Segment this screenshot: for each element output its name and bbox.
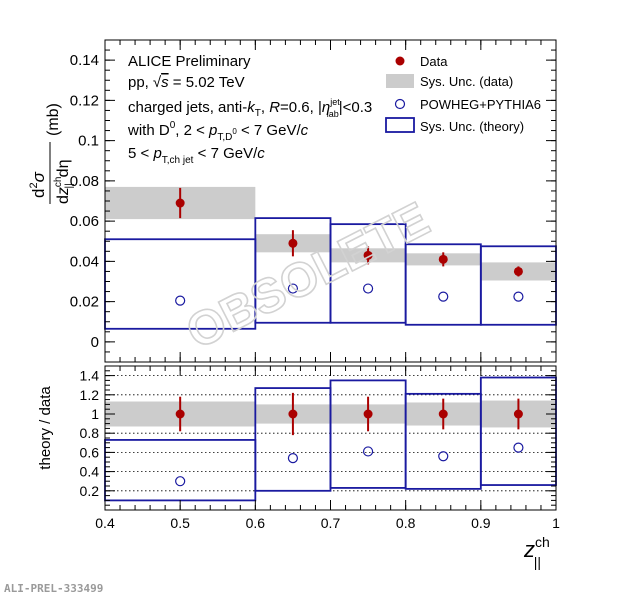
ratio-data-point-1 [288,409,298,419]
legend-sys-theory-label: Sys. Unc. (theory) [420,119,524,134]
ratio-y-tick-label-1: 0.4 [80,464,100,480]
ratio-theory-point-2 [362,446,374,457]
ratio-data-points [175,392,523,436]
annotation-jet-pt: 5 < pT,ch jet < 7 GeV/c [128,145,265,166]
top-data-point-1 [288,238,298,248]
ylabel-numerator: d2σ [28,171,48,198]
legend-sys-data-swatch [386,74,414,88]
top-y-axis-title: d2σ dzch||dη (mb) [28,103,75,204]
x-tick-label-1: 0.5 [170,515,190,531]
ratio-theory-point-0 [175,476,186,487]
x-axis-title: zch || [523,534,550,570]
top-y-tick-label-1: 0.02 [70,294,99,311]
top-y-tick-label-7: 0.14 [70,52,99,69]
ratio-y-tick-label-5: 1.2 [80,387,100,403]
figure-id: ALI-PREL-333499 [4,582,103,595]
x-tick-label-0: 0.4 [95,515,115,531]
x-tick-label-5: 0.9 [471,515,491,531]
top-y-tick-label-2: 0.04 [70,253,99,270]
top-y-tick-label-6: 0.12 [70,92,99,109]
top-data-points [175,187,523,277]
ylabel-denominator: dzch||dη [53,160,75,204]
legend: Data Sys. Unc. (data) POWHEG+PYTHIA6 Sys… [385,54,541,134]
x-tick-label-6: 1 [552,515,560,531]
annotation-energy: pp, √s = 5.02 TeV [128,74,245,91]
legend-data-label: Data [420,54,448,69]
ratio-y-axis: 0.2 0.4 0.6 0.8 1 1.2 1.4 [80,365,556,511]
legend-theory-marker [394,98,406,110]
annotation-d0-selection: with D0, 2 < pT,D0 < 7 GeV/c [127,120,309,143]
ratio-y-tick-label-0: 0.2 [80,483,100,499]
x-tick-label-2: 0.6 [246,515,266,531]
ratio-y-tick-label-6: 1.4 [80,368,100,384]
top-theory-point-2 [362,283,374,294]
ylabel-unit: (mb) [45,103,62,136]
ratio-data-point-3 [438,409,448,419]
top-data-point-3 [438,254,448,264]
ratio-theory-point-3 [438,451,449,462]
x-tick-label-4: 0.8 [396,515,416,531]
legend-sys-theory-swatch [385,117,415,133]
ratio-data-point-2 [363,409,373,419]
annotation-jet-selection: charged jets, anti-kT, R=0.6, |ηjet lab|<… [128,97,372,119]
ratio-panel: 0.20.40.60.811.21.4 0.4 0.5 0.6 0.7 0.8 0.9 1 … [37,365,560,570]
top-theory-point-0 [175,295,186,306]
legend-sys-data-label: Sys. Unc. (data) [420,74,513,89]
top-y-axis: 0 0.02 0.04 0.06 0.08 0.1 0.12 0.14 [70,39,556,363]
top-panel: 0 0.02 0.04 0.06 0.08 0.1 0.12 0.14 d2σ dzch||d… [28,39,557,363]
top-theory-point-4 [513,291,524,302]
ratio-theory-points [175,442,524,487]
top-data-point-4 [513,266,523,276]
top-x-ticks [104,40,557,362]
ratio-data-point-0 [175,409,185,419]
annotation-alice-preliminary: ALICE Preliminary [128,53,251,70]
top-theory-point-1 [287,283,299,294]
top-data-point-0 [175,198,185,208]
top-data-point-2 [363,250,373,260]
legend-data-marker [395,56,405,66]
top-y-tick-label-4: 0.08 [70,173,99,190]
ratio-theory-point-1 [287,453,299,464]
top-y-tick-label-3: 0.06 [70,213,99,230]
ratio-theory-point-4 [513,442,524,453]
ratio-x-axis: 0.4 0.5 0.6 0.7 0.8 0.9 1 [95,366,560,531]
top-y-tick-label-0: 0 [91,334,99,351]
ratio-y-tick-label-3: 0.8 [80,425,100,441]
ratio-y-axis-title: theory / data [37,386,54,470]
ratio-y-tick-label-2: 0.6 [80,444,100,460]
top-theory-point-3 [438,291,449,302]
ratio-y-tick-label-4: 1 [91,406,99,422]
ratio-data-point-4 [513,409,523,419]
top-theory-points [175,283,524,306]
x-tick-label-3: 0.7 [321,515,341,531]
legend-theory-label: POWHEG+PYTHIA6 [420,97,541,112]
top-y-tick-label-5: 0.1 [78,133,99,150]
